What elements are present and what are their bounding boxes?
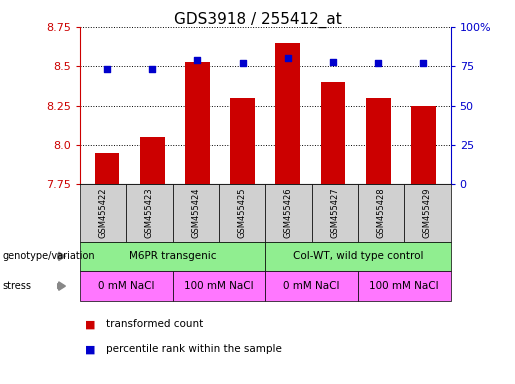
Point xyxy=(419,60,427,66)
Text: GSM455424: GSM455424 xyxy=(191,188,200,238)
Text: percentile rank within the sample: percentile rank within the sample xyxy=(106,344,282,354)
Bar xyxy=(411,106,436,184)
Bar xyxy=(140,137,165,184)
Text: ■: ■ xyxy=(85,319,95,329)
Text: GSM455427: GSM455427 xyxy=(330,188,339,238)
Text: 0 mM NaCl: 0 mM NaCl xyxy=(283,281,340,291)
Bar xyxy=(366,98,391,184)
Text: GDS3918 / 255412_at: GDS3918 / 255412_at xyxy=(174,12,341,28)
Bar xyxy=(276,43,300,184)
Text: Col-WT, wild type control: Col-WT, wild type control xyxy=(293,251,423,262)
Text: GSM455423: GSM455423 xyxy=(145,188,154,238)
Text: GSM455425: GSM455425 xyxy=(237,188,247,238)
Bar xyxy=(185,61,210,184)
Text: genotype/variation: genotype/variation xyxy=(3,251,95,262)
Text: ■: ■ xyxy=(85,344,95,354)
Point xyxy=(374,60,383,66)
Bar xyxy=(321,82,346,184)
Text: GSM455426: GSM455426 xyxy=(284,188,293,238)
Text: transformed count: transformed count xyxy=(106,319,203,329)
Bar xyxy=(230,98,255,184)
Text: GSM455429: GSM455429 xyxy=(423,188,432,238)
Text: 100 mM NaCl: 100 mM NaCl xyxy=(184,281,254,291)
Point xyxy=(284,55,292,61)
Point xyxy=(148,66,156,73)
Text: GSM455422: GSM455422 xyxy=(98,188,108,238)
Text: stress: stress xyxy=(3,281,31,291)
Text: GSM455428: GSM455428 xyxy=(376,188,386,238)
Bar xyxy=(95,153,119,184)
Text: 0 mM NaCl: 0 mM NaCl xyxy=(98,281,154,291)
Point xyxy=(103,66,111,73)
Text: M6PR transgenic: M6PR transgenic xyxy=(129,251,216,262)
Text: 100 mM NaCl: 100 mM NaCl xyxy=(369,281,439,291)
Point xyxy=(193,57,201,63)
Point xyxy=(238,60,247,66)
Point xyxy=(329,58,337,65)
